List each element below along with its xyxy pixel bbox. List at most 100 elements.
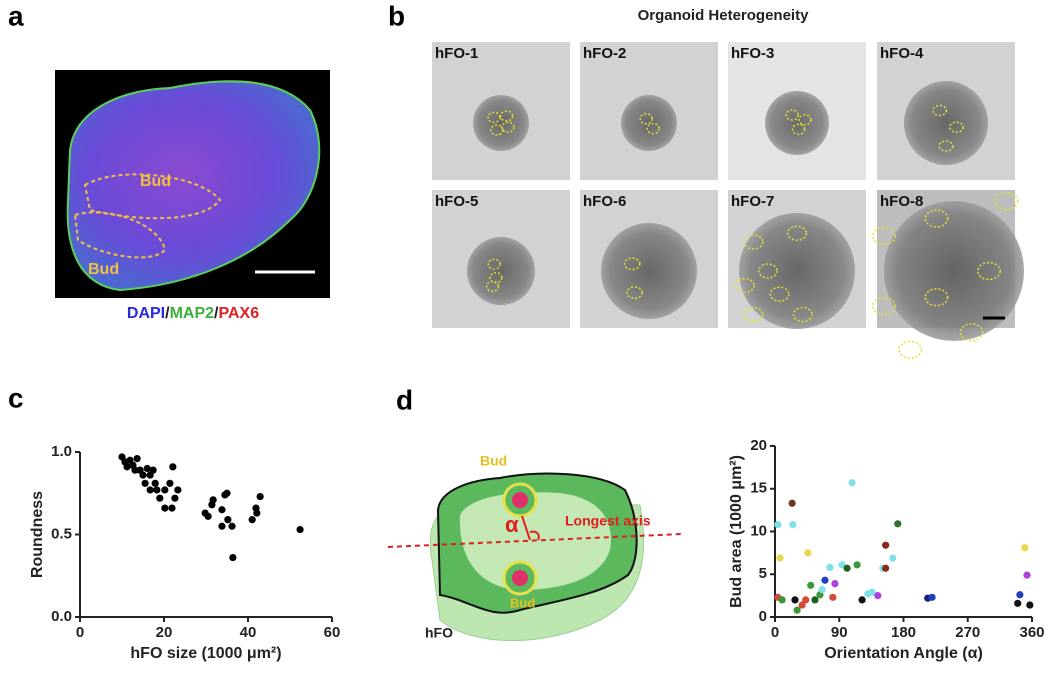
organoid [739, 213, 855, 329]
point [826, 563, 834, 572]
y-tick-label: 0.0 [51, 608, 72, 625]
point [1026, 601, 1034, 609]
point [204, 512, 212, 520]
point [853, 561, 861, 569]
bud-outline [898, 340, 923, 359]
bud-outline [487, 258, 501, 270]
x-tick-label: 0 [76, 624, 84, 641]
x-tick-label: 90 [831, 624, 848, 641]
panel-letter: c [8, 382, 24, 413]
angle-mark [521, 515, 540, 541]
bud-outline [83, 173, 222, 220]
bud-outline [769, 286, 790, 302]
point [793, 606, 801, 614]
x-tick-label: 40 [240, 624, 257, 641]
organoid [467, 237, 535, 305]
bud-outline [499, 110, 514, 122]
point [224, 516, 232, 524]
bud-outline [501, 121, 515, 133]
point [156, 494, 164, 502]
bud-outline [959, 323, 984, 342]
point [1014, 599, 1022, 607]
y-tick-label: 15 [750, 480, 767, 497]
x-tick-label: 360 [1019, 624, 1044, 641]
organoid [601, 223, 697, 319]
stain: PAX6 [218, 305, 259, 322]
stain: / [165, 305, 170, 322]
point [171, 494, 179, 502]
point [131, 466, 139, 474]
x-tick-label: 20 [156, 624, 173, 641]
point [218, 522, 226, 530]
point [882, 564, 890, 572]
bud-outline [924, 288, 949, 307]
y-tick-label: 10 [750, 522, 767, 539]
bud-outline [487, 111, 501, 124]
bud-outline [485, 280, 500, 293]
bud-outline [791, 123, 806, 136]
point [296, 525, 304, 534]
bud-outline [949, 121, 964, 133]
bud-outline [798, 114, 812, 126]
bud-outline [792, 306, 813, 323]
point [858, 596, 866, 604]
organoid [884, 201, 1024, 341]
point [882, 541, 890, 549]
point [143, 464, 151, 473]
tile-label: hFO-8 [880, 193, 923, 210]
bud-outline [743, 306, 764, 323]
y-tick-label: 1.0 [51, 443, 72, 460]
bud-outline [977, 261, 1001, 281]
point [149, 466, 157, 474]
tile-label: hFO-5 [435, 193, 478, 210]
point [894, 520, 902, 528]
diagram-label: Bud [480, 453, 507, 469]
y-tick-label: 20 [750, 437, 767, 454]
bud-outline [646, 122, 660, 135]
diagram-label: hFO [425, 625, 453, 641]
bud-outline [743, 234, 764, 250]
diagram-label: Longest axis [565, 513, 651, 529]
point [807, 581, 815, 589]
diagram-label: Bud [510, 595, 535, 610]
point [774, 521, 782, 529]
panel-letter: b [388, 0, 405, 31]
bud-outline [872, 226, 896, 246]
point [252, 504, 260, 512]
point [248, 516, 256, 524]
x-tick-label: 270 [955, 624, 980, 641]
x-axis-label: hFO size (1000 μm²) [130, 645, 281, 662]
stain: DAPI [127, 305, 165, 322]
point [218, 506, 226, 514]
point [874, 592, 882, 600]
y-axis-label: Bud area (1000 μm²) [728, 455, 745, 608]
point [1021, 544, 1029, 552]
bud-outline [626, 286, 644, 300]
organoid [904, 81, 988, 165]
bud-outline [994, 191, 1019, 211]
bud-outline [734, 277, 755, 294]
point [123, 463, 131, 471]
point [776, 554, 784, 562]
point [223, 489, 231, 497]
tile-grid: hFO-1 hFO-2 hFO-3 hFO-4 hFO-5 hFO-6 hFO-7 hFO-8 [432, 42, 1024, 359]
stain: / [214, 305, 219, 322]
point [868, 588, 876, 596]
organoid [765, 91, 829, 155]
tile-label: hFO-7 [731, 193, 774, 210]
tile-label: hFO-6 [583, 193, 626, 210]
bud-outline [938, 140, 954, 152]
point [831, 580, 839, 588]
longest-axis [387, 533, 683, 548]
point [818, 586, 826, 594]
y-axis-label: Roundness [29, 491, 46, 578]
bud-outline [623, 257, 641, 271]
point [166, 479, 174, 487]
bud-outline [924, 209, 949, 228]
bud-outline [932, 104, 948, 117]
bud-outline [639, 113, 653, 125]
point [169, 463, 177, 471]
y-tick-label: 0 [759, 608, 767, 625]
bud-label: Bud [88, 261, 119, 278]
stain: MAP2 [170, 305, 215, 322]
